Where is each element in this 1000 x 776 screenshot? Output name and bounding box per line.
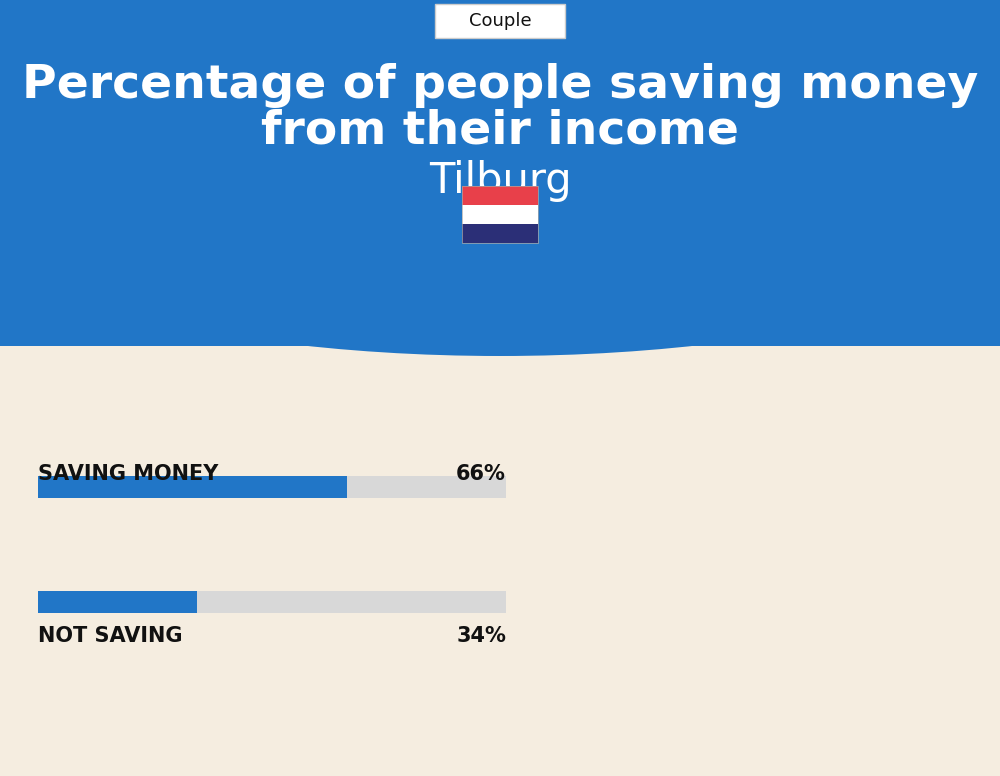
Text: 66%: 66% xyxy=(456,464,506,484)
Bar xyxy=(38,591,506,613)
Bar xyxy=(38,476,347,498)
Text: 34%: 34% xyxy=(456,626,506,646)
FancyBboxPatch shape xyxy=(435,4,565,38)
Bar xyxy=(462,224,538,243)
Bar xyxy=(462,186,538,205)
Text: Tilburg: Tilburg xyxy=(429,160,571,202)
Bar xyxy=(462,186,538,243)
Text: Couple: Couple xyxy=(469,12,531,30)
Bar xyxy=(38,476,506,498)
FancyBboxPatch shape xyxy=(0,0,1000,346)
Ellipse shape xyxy=(0,0,1000,356)
Text: Percentage of people saving money: Percentage of people saving money xyxy=(22,64,978,109)
Text: NOT SAVING: NOT SAVING xyxy=(38,626,182,646)
Bar xyxy=(38,591,197,613)
Bar xyxy=(462,205,538,224)
Text: SAVING MONEY: SAVING MONEY xyxy=(38,464,218,484)
Text: from their income: from their income xyxy=(261,109,739,154)
